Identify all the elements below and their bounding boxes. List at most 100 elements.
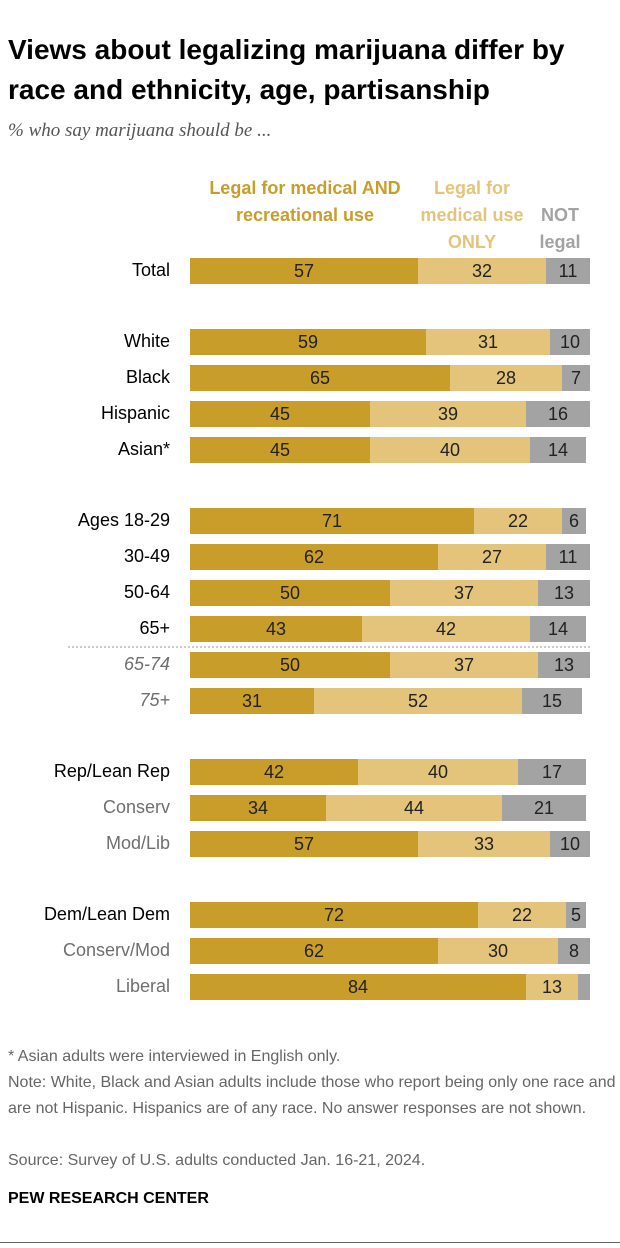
category-label: Rep/Lean Rep bbox=[54, 761, 170, 781]
bar-segment bbox=[578, 974, 590, 1000]
bar-segment bbox=[370, 401, 526, 427]
bar-segment bbox=[518, 759, 586, 785]
value-label: 37 bbox=[454, 655, 474, 675]
value-label: 13 bbox=[542, 977, 562, 997]
value-label: 27 bbox=[482, 547, 502, 567]
value-label: 22 bbox=[508, 511, 528, 531]
value-label: 39 bbox=[438, 404, 458, 424]
rule bbox=[0, 1242, 620, 1243]
bar-segment bbox=[362, 616, 530, 642]
bar-segment bbox=[190, 688, 314, 714]
category-label: 75+ bbox=[139, 690, 170, 710]
legend-entry: Legal for medical AND recreational use bbox=[209, 178, 401, 225]
category-label: Mod/Lib bbox=[106, 833, 170, 853]
bar-segment bbox=[522, 688, 582, 714]
bar-segment bbox=[526, 401, 590, 427]
value-label: 50 bbox=[280, 583, 300, 603]
value-label: 52 bbox=[408, 691, 428, 711]
bar-segment bbox=[438, 938, 558, 964]
value-label: 34 bbox=[248, 798, 268, 818]
value-label: 10 bbox=[560, 834, 580, 854]
note: Note: White, Black and Asian adults incl… bbox=[8, 1074, 616, 1117]
category-label: Asian* bbox=[118, 439, 170, 459]
bar-segment bbox=[558, 938, 590, 964]
category-label: 65-74 bbox=[124, 654, 170, 674]
value-label: 31 bbox=[478, 332, 498, 352]
category-label: Dem/Lean Dem bbox=[44, 904, 170, 924]
bar-segment bbox=[502, 795, 586, 821]
category-label: 50-64 bbox=[124, 582, 170, 602]
value-label: 14 bbox=[548, 619, 568, 639]
notes: * Asian adults were interviewed in Engli… bbox=[8, 1044, 616, 1122]
value-label: 13 bbox=[554, 655, 574, 675]
bar-segment bbox=[190, 795, 326, 821]
category-label: Ages 18-29 bbox=[78, 510, 170, 530]
value-label: 6 bbox=[569, 511, 579, 531]
value-label: 14 bbox=[548, 440, 568, 460]
value-label: 62 bbox=[304, 547, 324, 567]
bar-segment bbox=[546, 544, 590, 570]
value-label: 45 bbox=[270, 440, 290, 460]
value-label: 8 bbox=[569, 941, 579, 961]
bar-segment bbox=[418, 831, 550, 857]
value-label: 15 bbox=[542, 691, 562, 711]
value-label: 11 bbox=[559, 547, 578, 567]
value-label: 17 bbox=[542, 762, 562, 782]
footer: PEW RESEARCH CENTER bbox=[8, 1190, 209, 1207]
category-label: Hispanic bbox=[101, 403, 170, 423]
bar-segment bbox=[314, 688, 522, 714]
bar-segment bbox=[326, 795, 502, 821]
value-label: 72 bbox=[324, 905, 344, 925]
category-label: Conserv/Mod bbox=[63, 940, 170, 960]
value-label: 62 bbox=[304, 941, 324, 961]
value-label: 21 bbox=[534, 798, 554, 818]
source: Source: Survey of U.S. adults conducted … bbox=[8, 1152, 426, 1169]
note: * Asian adults were interviewed in Engli… bbox=[8, 1048, 341, 1065]
bar-segment bbox=[190, 652, 390, 678]
legend-entry: NOT legal bbox=[539, 205, 581, 252]
value-label: 43 bbox=[266, 619, 286, 639]
bar-segment bbox=[190, 365, 450, 391]
bar-segment bbox=[438, 544, 546, 570]
bar-segment bbox=[190, 759, 358, 785]
value-label: 57 bbox=[294, 834, 314, 854]
category-label: Total bbox=[132, 260, 170, 280]
value-label: 28 bbox=[496, 368, 516, 388]
bar-segment bbox=[562, 508, 586, 534]
bar-segment bbox=[190, 938, 438, 964]
value-label: 40 bbox=[440, 440, 460, 460]
bar-segment bbox=[390, 580, 538, 606]
bar-segment bbox=[190, 580, 390, 606]
bar-segment bbox=[418, 258, 546, 284]
category-label: 65+ bbox=[139, 618, 170, 638]
bar-segment bbox=[190, 401, 370, 427]
category-label: 30-49 bbox=[124, 546, 170, 566]
value-label: 71 bbox=[322, 511, 342, 531]
value-label: 13 bbox=[554, 583, 574, 603]
category-label: Conserv bbox=[103, 797, 170, 817]
bar-segment bbox=[546, 258, 590, 284]
bar-segment bbox=[550, 329, 590, 355]
bar-segment bbox=[358, 759, 518, 785]
bar-segment bbox=[190, 329, 426, 355]
bar-segment bbox=[190, 437, 370, 463]
chart-subtitle: % who say marijuana should be ... bbox=[8, 120, 272, 141]
value-label: 40 bbox=[428, 762, 448, 782]
value-label: 42 bbox=[264, 762, 284, 782]
value-label: 37 bbox=[454, 583, 474, 603]
value-label: 22 bbox=[512, 905, 532, 925]
bar-segment bbox=[474, 508, 562, 534]
bar-segment bbox=[538, 580, 590, 606]
value-label: 44 bbox=[404, 798, 424, 818]
bar-segment bbox=[190, 902, 478, 928]
bar-segment bbox=[190, 974, 526, 1000]
category-label: Black bbox=[126, 367, 171, 387]
bar-segment bbox=[390, 652, 538, 678]
value-label: 10 bbox=[560, 332, 580, 352]
value-label: 45 bbox=[270, 404, 290, 424]
value-label: 7 bbox=[571, 368, 581, 388]
value-label: 50 bbox=[280, 655, 300, 675]
value-label: 65 bbox=[310, 368, 330, 388]
value-label: 59 bbox=[298, 332, 318, 352]
